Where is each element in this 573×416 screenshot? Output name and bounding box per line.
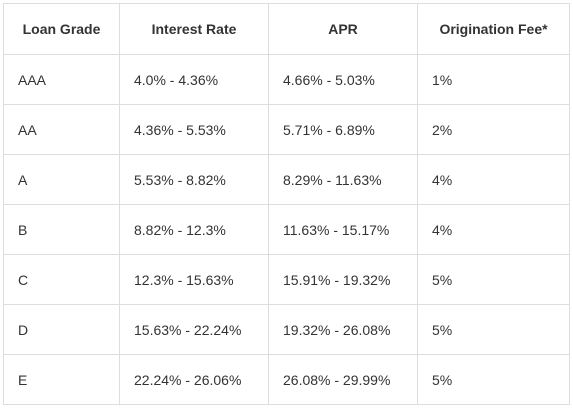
header-apr: APR [268,3,418,55]
cell-interest-rate: 5.53% - 8.82% [119,154,269,205]
table-header-row: Loan Grade Interest Rate APR Origination… [3,3,570,55]
cell-loan-grade: D [3,304,120,355]
cell-apr: 15.91% - 19.32% [268,254,418,305]
loan-grade-table-container: Loan Grade Interest Rate APR Origination… [3,3,570,405]
cell-interest-rate: 12.3% - 15.63% [119,254,269,305]
cell-apr: 8.29% - 11.63% [268,154,418,205]
cell-origination-fee: 2% [417,104,570,155]
cell-origination-fee: 4% [417,204,570,255]
table-row: C 12.3% - 15.63% 15.91% - 19.32% 5% [3,254,570,305]
table-row: D 15.63% - 22.24% 19.32% - 26.08% 5% [3,304,570,355]
cell-origination-fee: 1% [417,54,570,105]
cell-origination-fee: 5% [417,304,570,355]
cell-loan-grade: AA [3,104,120,155]
table-row: A 5.53% - 8.82% 8.29% - 11.63% 4% [3,154,570,205]
header-loan-grade: Loan Grade [3,3,120,55]
cell-interest-rate: 4.0% - 4.36% [119,54,269,105]
cell-origination-fee: 5% [417,354,570,405]
cell-origination-fee: 5% [417,254,570,305]
cell-apr: 4.66% - 5.03% [268,54,418,105]
cell-apr: 5.71% - 6.89% [268,104,418,155]
table-row: E 22.24% - 26.06% 26.08% - 29.99% 5% [3,354,570,405]
cell-loan-grade: A [3,154,120,205]
table-row: AA 4.36% - 5.53% 5.71% - 6.89% 2% [3,104,570,155]
cell-interest-rate: 15.63% - 22.24% [119,304,269,355]
cell-interest-rate: 4.36% - 5.53% [119,104,269,155]
cell-interest-rate: 8.82% - 12.3% [119,204,269,255]
cell-apr: 19.32% - 26.08% [268,304,418,355]
table-row: B 8.82% - 12.3% 11.63% - 15.17% 4% [3,204,570,255]
loan-grade-table: Loan Grade Interest Rate APR Origination… [3,3,570,405]
cell-loan-grade: C [3,254,120,305]
cell-origination-fee: 4% [417,154,570,205]
cell-apr: 11.63% - 15.17% [268,204,418,255]
cell-loan-grade: AAA [3,54,120,105]
cell-loan-grade: B [3,204,120,255]
table-row: AAA 4.0% - 4.36% 4.66% - 5.03% 1% [3,54,570,105]
header-origination-fee: Origination Fee* [417,3,570,55]
header-interest-rate: Interest Rate [119,3,269,55]
cell-apr: 26.08% - 29.99% [268,354,418,405]
cell-interest-rate: 22.24% - 26.06% [119,354,269,405]
cell-loan-grade: E [3,354,120,405]
